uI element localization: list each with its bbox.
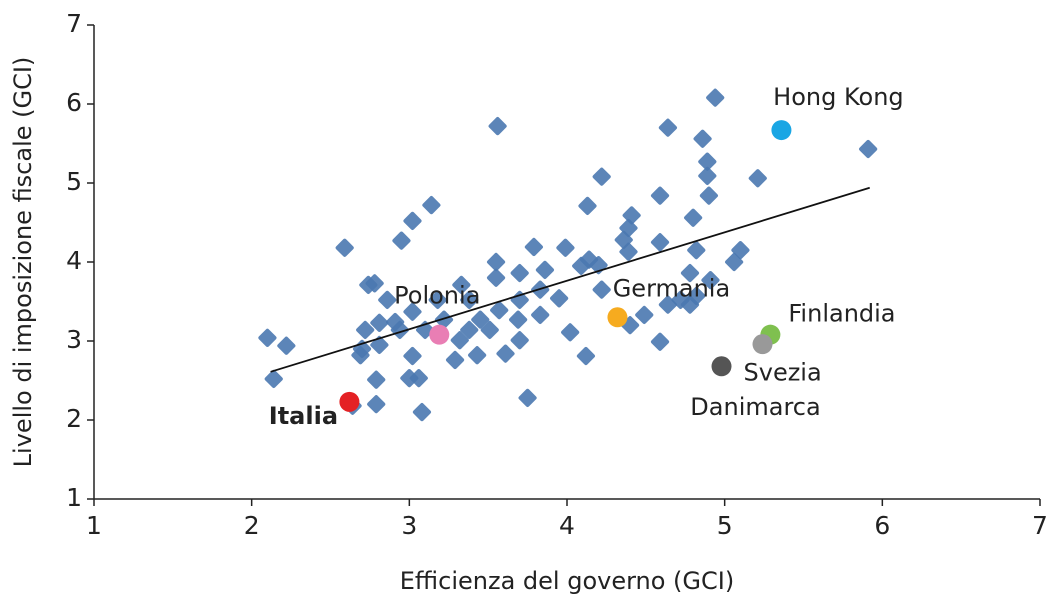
point <box>556 238 575 257</box>
trend-line <box>270 186 870 373</box>
point <box>367 370 386 389</box>
point <box>576 346 595 366</box>
point <box>392 231 411 250</box>
point <box>680 295 700 314</box>
point <box>390 320 409 340</box>
point <box>509 310 528 329</box>
point <box>403 346 422 366</box>
point <box>351 346 370 365</box>
point <box>650 186 670 205</box>
point <box>680 263 700 283</box>
y-tick-label: 4 <box>66 246 82 275</box>
x-tick-label: 4 <box>559 511 575 540</box>
point <box>699 186 718 205</box>
point <box>650 332 670 351</box>
point <box>486 252 506 272</box>
y-tick-label: 5 <box>66 167 82 196</box>
point <box>403 302 422 321</box>
point <box>471 310 490 329</box>
point <box>460 320 479 340</box>
point <box>531 305 550 325</box>
point <box>706 88 725 107</box>
x-tick-label: 7 <box>1032 511 1048 540</box>
point <box>510 263 529 283</box>
point <box>468 346 487 365</box>
point <box>698 152 717 171</box>
point <box>619 242 638 261</box>
y-axis-title: Livello di imposizione fiscale (GCI) <box>9 57 37 468</box>
point <box>496 344 515 363</box>
point <box>490 301 509 320</box>
point <box>859 139 878 159</box>
point <box>277 336 296 355</box>
point <box>510 290 529 309</box>
point <box>378 290 397 309</box>
highlight-label: Svezia <box>744 358 822 386</box>
highlight-label: Polonia <box>394 282 480 310</box>
point <box>367 395 386 414</box>
highlight-label: Hong Kong <box>773 83 903 111</box>
point <box>428 290 447 309</box>
point <box>460 290 479 309</box>
x-tick-label: 3 <box>401 511 417 540</box>
point <box>480 320 499 340</box>
highlight-point <box>339 391 360 412</box>
point <box>370 313 389 332</box>
point <box>698 166 717 185</box>
point <box>701 271 720 290</box>
point <box>592 167 611 186</box>
point <box>561 323 580 342</box>
point <box>725 252 744 272</box>
point <box>658 118 677 137</box>
y-tick-label: 7 <box>66 9 82 38</box>
point <box>550 289 569 308</box>
x-tick-label: 1 <box>86 511 102 540</box>
point <box>422 196 441 215</box>
point <box>412 403 432 422</box>
point <box>356 320 375 340</box>
point <box>445 350 465 370</box>
x-tick-label: 6 <box>874 511 890 540</box>
y-tick-label: 6 <box>66 88 82 117</box>
highlight-point <box>771 120 792 141</box>
point <box>510 331 529 350</box>
highlight-point <box>607 307 628 328</box>
point <box>486 268 506 287</box>
point <box>524 237 543 257</box>
highlight-label: Danimarca <box>690 393 820 421</box>
point <box>359 275 378 294</box>
point <box>693 129 712 148</box>
point <box>409 369 428 388</box>
point <box>578 196 597 215</box>
point <box>434 310 454 329</box>
y-tick-label: 3 <box>66 325 82 354</box>
highlight-label: Finlandia <box>788 300 895 328</box>
point <box>748 169 767 188</box>
point <box>518 388 537 407</box>
highlight-label: Germania <box>613 274 730 302</box>
highlight-point <box>429 324 450 345</box>
point <box>403 211 422 230</box>
point <box>258 328 277 347</box>
point <box>635 305 654 325</box>
point <box>452 275 471 294</box>
x-tick-label: 2 <box>244 511 260 540</box>
point <box>535 260 554 279</box>
point <box>335 238 354 257</box>
point <box>488 117 507 136</box>
point <box>650 233 670 252</box>
x-axis-title: Efficienza del governo (GCI) <box>400 567 734 595</box>
point <box>684 208 703 227</box>
point <box>687 241 706 260</box>
point <box>450 331 469 350</box>
highlight-label: Italia <box>269 402 338 430</box>
highlight-point <box>752 334 773 355</box>
highlight-point <box>711 356 732 377</box>
point <box>592 280 611 299</box>
point <box>264 369 283 388</box>
y-tick-label: 2 <box>66 404 82 433</box>
y-tick-label: 1 <box>66 483 82 512</box>
x-tick-label: 5 <box>717 511 733 540</box>
